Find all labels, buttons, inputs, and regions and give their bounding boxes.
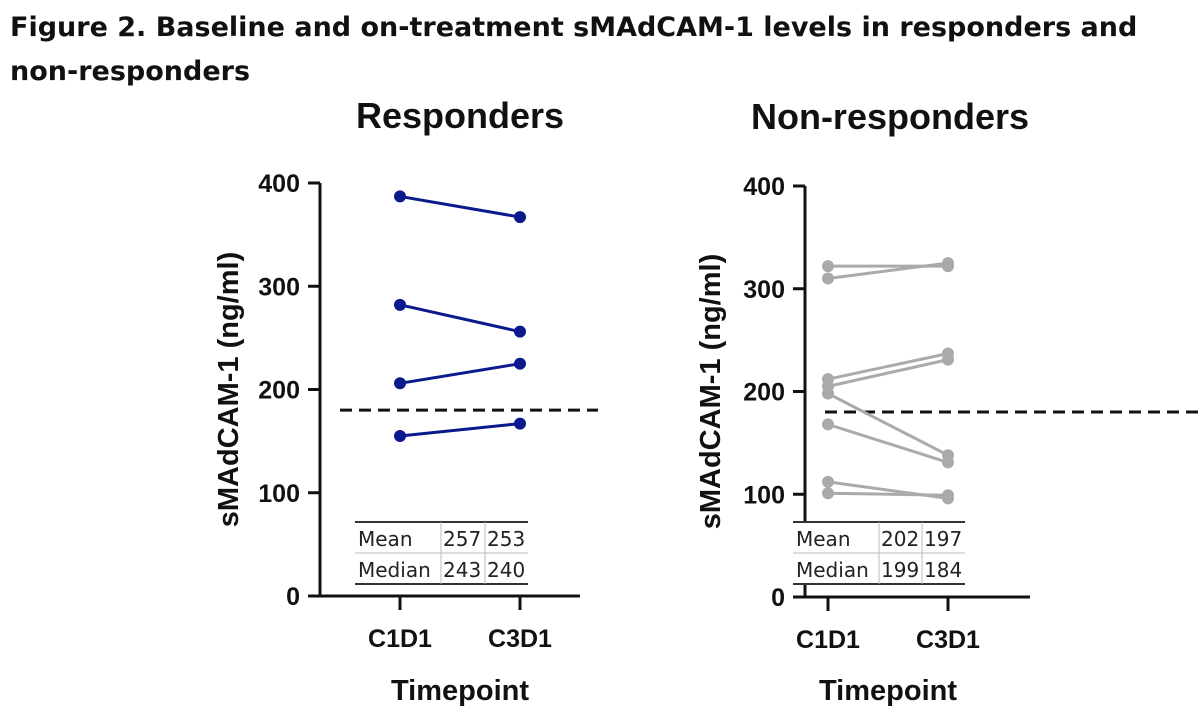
y-axis-label: sMAdCAM-1 (ng/ml) [213,252,245,527]
stats-value: 243 [443,558,481,582]
y-tick-label: 200 [743,379,785,407]
series-line [827,491,949,497]
data-point [514,211,526,224]
data-point [514,325,526,338]
data-point [394,190,406,203]
x-tick-label: C3D1 [916,626,980,654]
data-point [394,377,406,390]
y-tick-label: 100 [743,481,785,509]
series-line [399,422,521,438]
series-line [827,422,949,464]
data-point [942,353,954,366]
data-point [942,489,954,502]
y-tick-label: 400 [743,173,785,201]
x-tick-label: C1D1 [796,626,860,654]
stats-value: 199 [881,558,919,582]
series-line [827,352,949,381]
data-point [514,357,526,370]
panel-title: Non-responders [751,96,1029,137]
y-tick-label: 300 [258,273,300,301]
y-tick-label: 0 [771,584,785,612]
data-point [394,429,406,442]
stats-value: 202 [881,527,919,551]
x-axis-label: Timepoint [391,675,529,707]
data-point [942,257,954,270]
data-point [822,487,834,500]
y-tick-label: 100 [258,480,300,508]
data-point [822,272,834,285]
stats-row-label: Median [796,558,869,582]
stats-row-label: Mean [358,527,413,551]
data-point [822,387,834,400]
y-tick-label: 400 [258,170,300,198]
stats-value: 253 [487,527,525,551]
responders-chart: Responders 0 100 200 300 400 C1D1 C3D1 Timepoint… [213,95,598,707]
data-point [514,417,526,430]
figure-title-line-1: Figure 2. Baseline and on-treatment sMAd… [10,12,1138,43]
data-point [822,418,834,431]
series-line [399,362,521,385]
figure-title-line-2: non-responders [10,56,251,87]
y-tick-label: 0 [286,583,300,611]
series-line [399,194,521,219]
data-point [942,456,954,469]
stats-value: 184 [924,558,962,582]
x-tick-label: C3D1 [488,625,552,653]
data-point [822,260,834,273]
x-axis-label: Timepoint [819,675,957,707]
series-line [827,392,949,457]
data-point [822,475,834,488]
figure-title: Figure 2. Baseline and on-treatment sMAd… [10,6,1190,94]
y-axis-label: sMAdCAM-1 (ng/ml) [695,254,727,529]
stats-value: 197 [924,527,962,551]
stats-row-label: Median [358,558,431,582]
non-responders-chart: Non-responders 0 100 200 300 400 C1D1 C3D1 Timep… [695,96,1198,707]
stats-value: 240 [487,558,525,582]
series-line [827,358,949,388]
series-line [827,261,949,280]
panel-title: Responders [356,95,564,136]
series-line [399,303,521,334]
stats-row-label: Mean [796,527,851,551]
y-tick-label: 300 [743,276,785,304]
data-point [394,298,406,311]
y-tick-label: 200 [258,377,300,405]
stats-value: 257 [443,527,481,551]
x-tick-label: C1D1 [368,625,432,653]
